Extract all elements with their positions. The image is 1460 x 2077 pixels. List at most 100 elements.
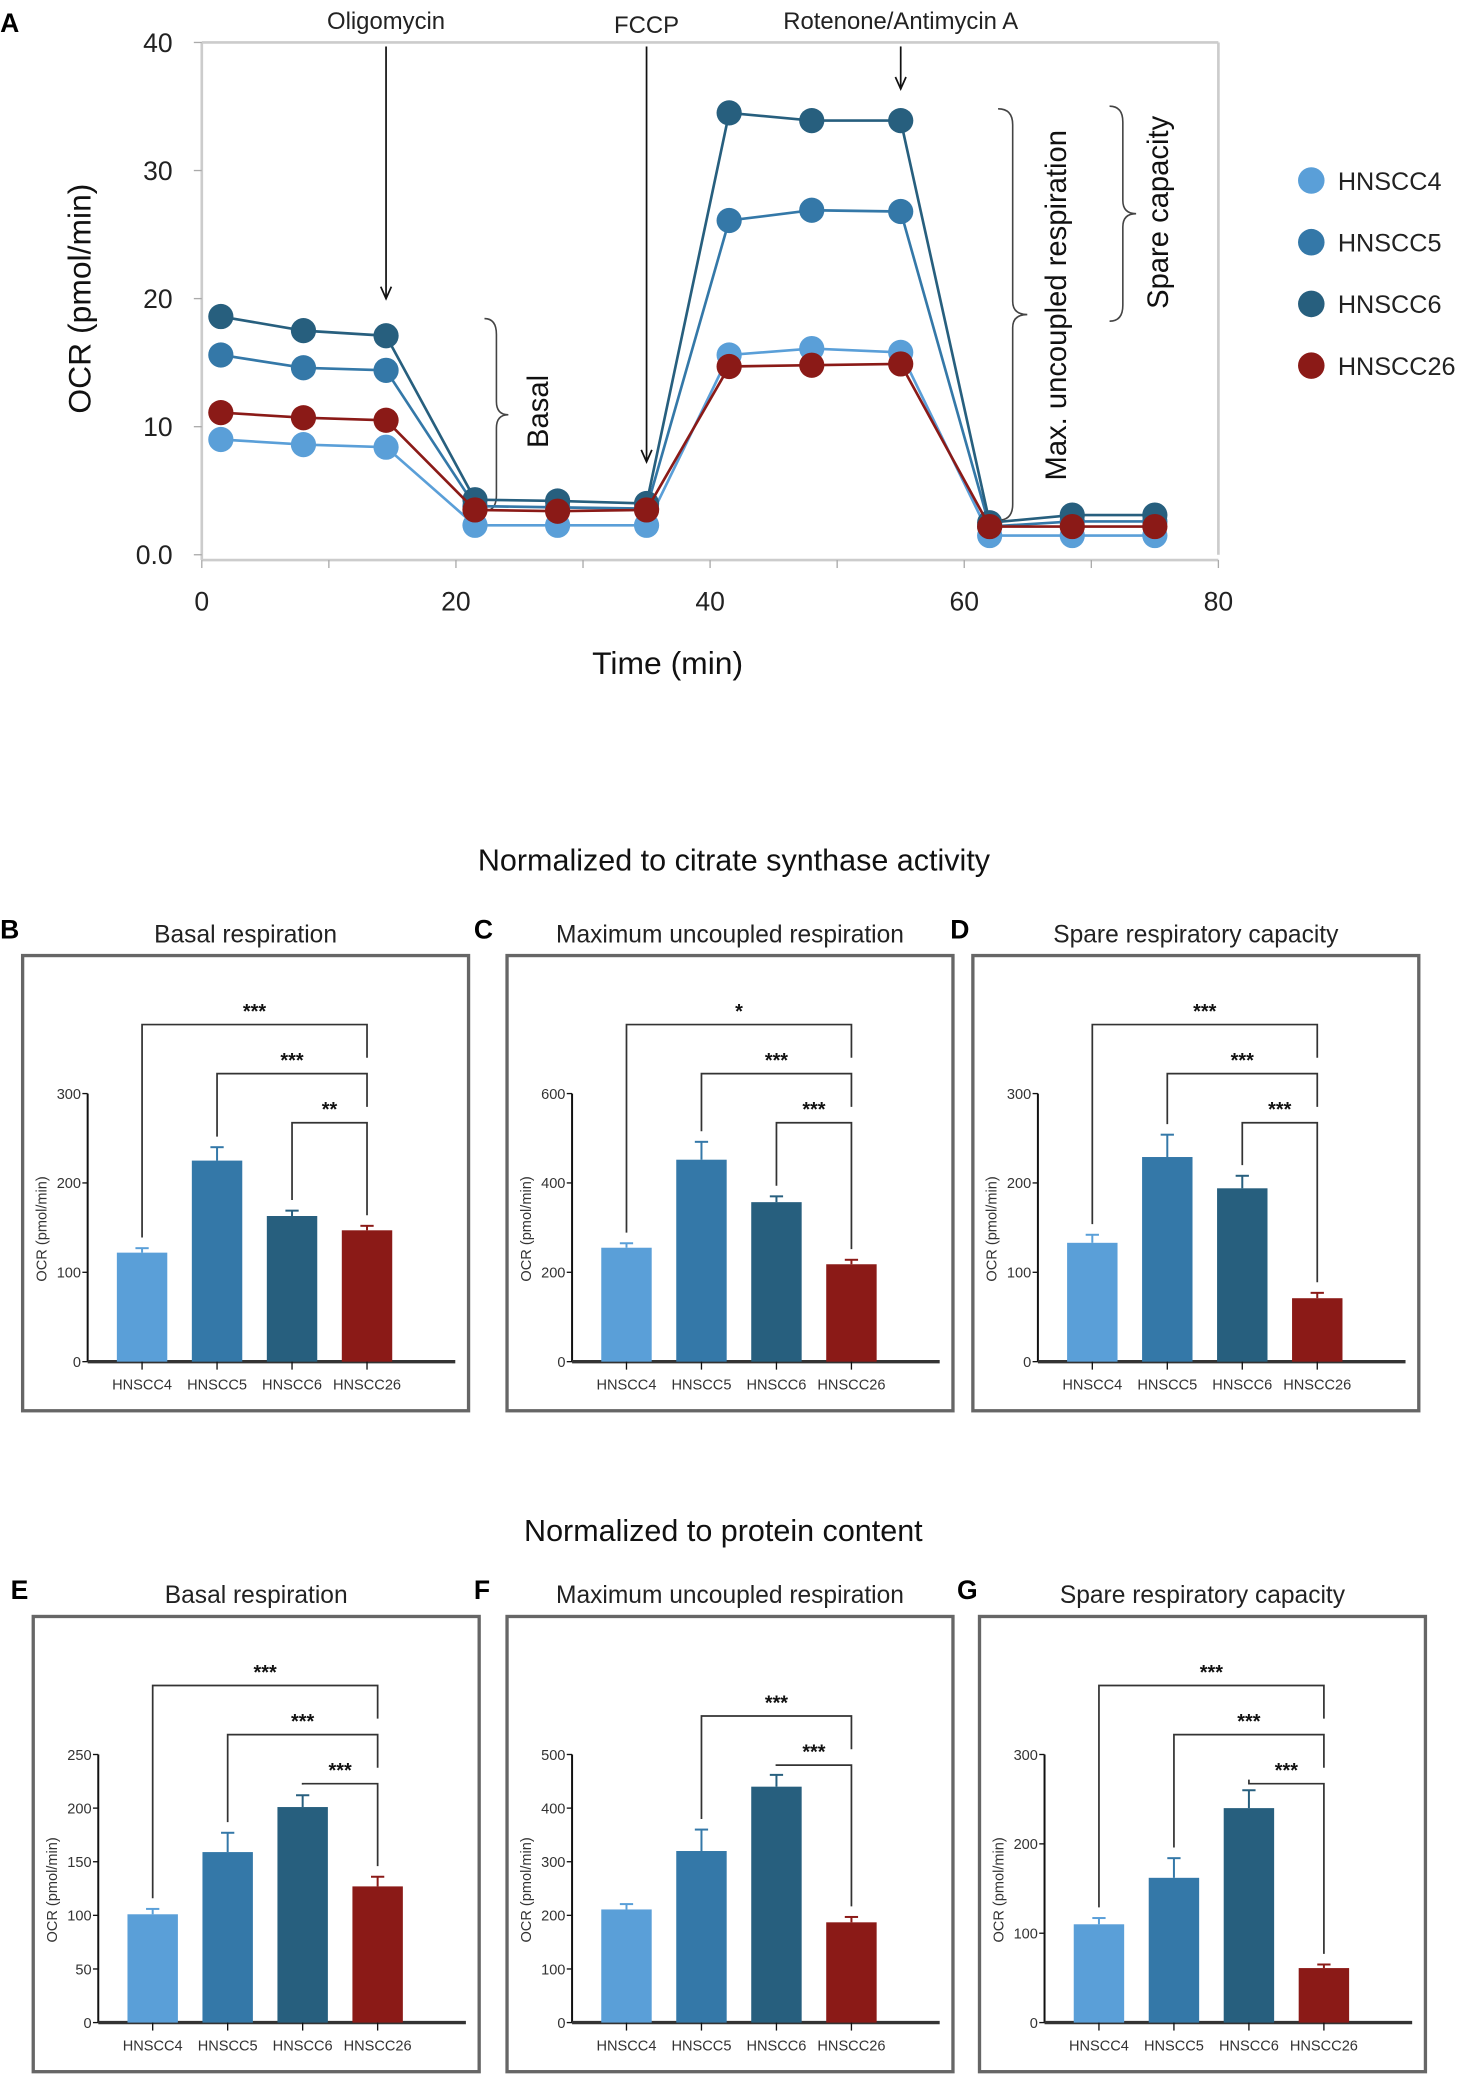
x-tick-label: HNSCC4 [123,2038,183,2054]
bar-hnscc5 [1148,1877,1200,2023]
data-point-hnscc26 [633,497,660,523]
series-line-hnscc5 [220,208,1155,528]
significance-bracket [775,1121,853,1250]
y-tick-label: 600 [541,1087,565,1103]
bar-hnscc4 [127,1914,178,2023]
significance-bracket [216,1072,368,1137]
x-tick-label: HNSCC4 [112,1378,172,1394]
data-point-hnscc26 [888,351,914,377]
bar-hnscc6 [277,1807,328,2023]
significance-bracket [1248,1779,1325,1954]
data-point-hnscc26 [716,353,742,380]
x-tick-label: HNSCC5 [671,2038,731,2054]
significance-bracket [1241,1121,1319,1283]
bar-hnscc26 [1292,1298,1343,1362]
panel-letter: F [474,1575,490,1605]
x-tick-label: HNSCC5 [1137,1378,1197,1394]
legend-label: HNSCC6 [1338,291,1442,319]
significance-label: *** [254,1662,277,1684]
bar-hnscc26 [341,1230,393,1362]
y-tick-label: 100 [57,1266,81,1282]
y-tick-label: 300 [541,1855,565,1871]
max-respiration-annotation: Max. uncoupled respiration [1041,130,1073,480]
x-tick-label: HNSCC5 [198,2038,258,2054]
data-point-hnscc6 [888,107,914,134]
y-tick-label: 0 [1023,1355,1031,1371]
max-respiration-brace [998,108,1028,522]
x-tick-label: HNSCC26 [344,2038,412,2054]
significance-bracket [141,1023,368,1238]
x-tick-label: HNSCC4 [597,1378,657,1394]
y-axis-label: OCR (pmol/min) [519,1837,535,1942]
panel-title: Basal respiration [154,921,337,948]
injection-label: Rotenone/Antimycin A [783,8,1018,35]
bar-hnscc5 [191,1160,243,1362]
arrowhead-icon [640,449,653,464]
significance-label: * [735,1001,743,1023]
y-axis-label: OCR (pmol/min) [519,1176,535,1281]
x-tick-label: HNSCC26 [817,1378,885,1394]
data-point-hnscc6 [290,318,317,344]
panel-letter: C [474,914,493,944]
y-tick-label: 100 [1007,1266,1031,1282]
panel-title: Maximum uncoupled respiration [556,921,904,948]
x-tick-label: HNSCC6 [262,1378,322,1394]
bar-hnscc5 [1142,1157,1193,1362]
x-tick-label: HNSCC26 [333,1378,401,1394]
section-heading-citrate: Normalized to citrate synthase activity [478,844,991,878]
y-tick-label: 400 [541,1176,565,1192]
data-point-hnscc6 [373,323,399,349]
panel-frame [977,1614,1428,2074]
data-point-hnscc26 [290,405,317,431]
panel-letter: E [11,1575,29,1605]
significance-bracket [700,1072,853,1132]
bar-hnscc26 [1298,1968,1350,2023]
legend-label: HNSCC4 [1338,168,1442,196]
x-tick-label: HNSCC4 [597,2038,657,2054]
data-point-hnscc26 [799,352,825,378]
significance-label: *** [243,1001,266,1023]
panel-f: F Maximum uncoupled respiration 0 100 200 300… [474,1575,955,2074]
data-point-hnscc5 [888,198,914,225]
series-line-hnscc26 [220,362,1155,528]
data-point-hnscc4 [373,434,399,460]
significance-label: *** [329,1760,352,1782]
significance-bracket [226,1733,379,1823]
data-point-hnscc5 [373,357,399,383]
y-axis-label: OCR (pmol/min) [985,1176,1001,1281]
x-tick-label: HNSCC6 [1212,1378,1272,1394]
legend-marker [1298,352,1325,379]
y-tick-label: 200 [1014,1837,1038,1853]
data-point-hnscc26 [208,399,234,426]
panel-title: Spare respiratory capacity [1053,921,1339,948]
x-tick-label: HNSCC5 [671,1378,731,1394]
bar-hnscc6 [751,1202,802,1362]
y-axis-label: OCR (pmol/min) [45,1837,61,1942]
y-tick-label: 200 [67,1801,91,1817]
bar-hnscc4 [601,1909,652,2023]
panel-b: B Basal respiration 0 100 200 300 OCR (pmol/mi… [0,914,471,1413]
y-tick-label: 20 [143,284,173,314]
y-tick-label: 0 [1030,2016,1038,2032]
spare-capacity-annotation: Spare capacity [1143,115,1175,308]
series-line-hnscc4 [220,347,1155,537]
y-tick-label: 200 [57,1176,81,1192]
line-chart-a: 0.0 10 20 30 40 0 20 40 60 80 Time (min) OCR (pmol/… [61,8,1455,681]
panel-letter-a: A [0,8,19,38]
y-axis-label: OCR (pmol/min) [61,184,97,414]
significance-label: *** [765,1050,788,1072]
x-tick-label: 0 [194,586,209,616]
data-point-hnscc26 [1059,513,1085,540]
y-tick-label: 200 [541,1909,565,1925]
y-tick-label: 0.0 [136,540,173,570]
x-tick-label: HNSCC6 [746,1378,806,1394]
panel-title: Spare respiratory capacity [1060,1582,1346,1609]
significance-label: *** [1237,1711,1260,1733]
significance-bracket [1166,1072,1319,1125]
significance-bracket [151,1684,379,1899]
significance-label: *** [802,1099,825,1121]
bar-hnscc6 [1223,1808,1275,2023]
y-tick-label: 0 [557,1355,565,1371]
x-tick-label: 80 [1204,586,1234,616]
legend-label: HNSCC26 [1338,353,1456,381]
